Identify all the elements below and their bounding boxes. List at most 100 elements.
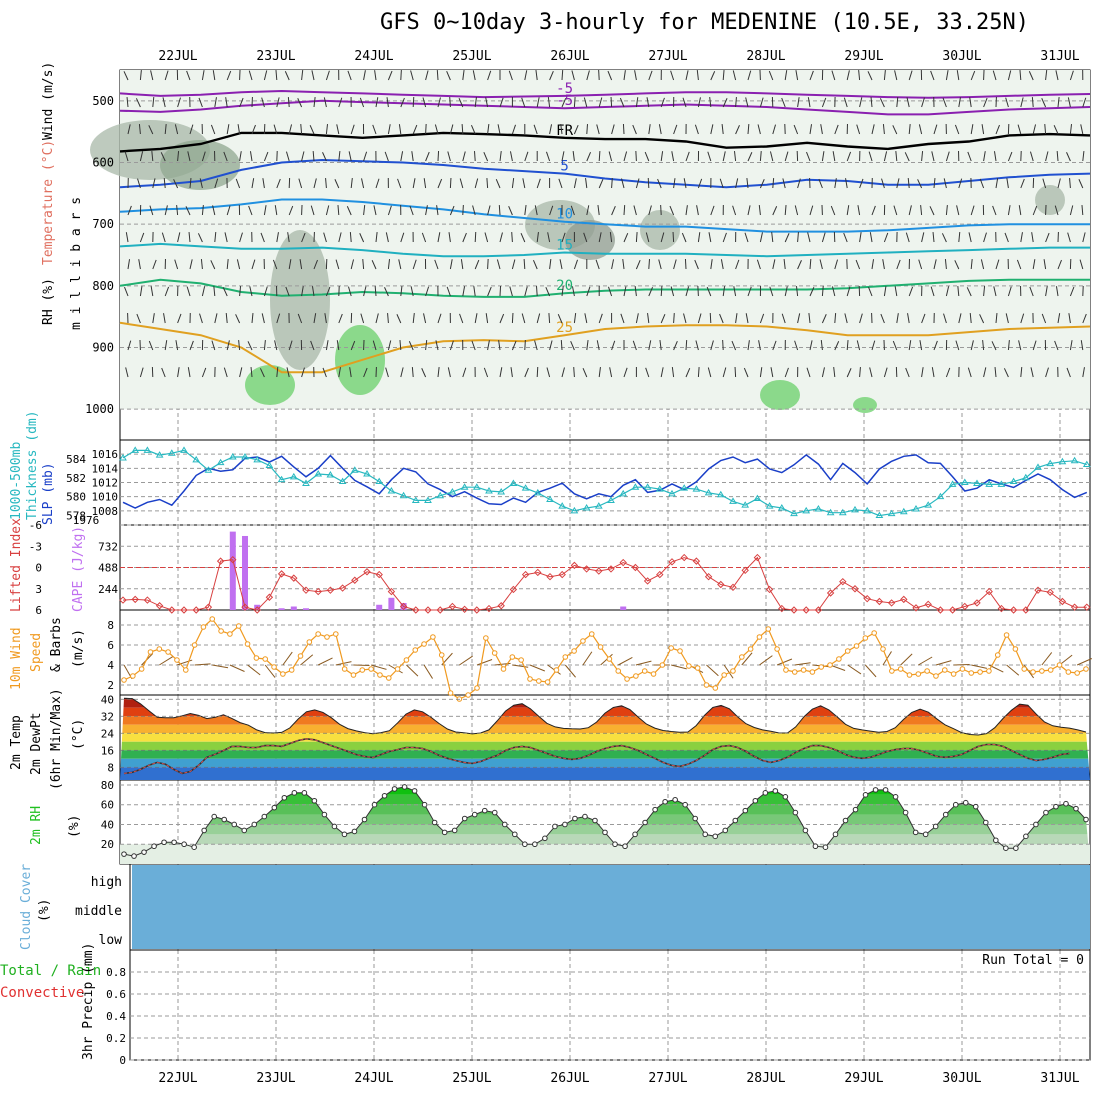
wind-barb <box>250 367 253 378</box>
wind-speed-point <box>1030 669 1036 675</box>
date-label-top: 28JUL <box>746 49 785 64</box>
wind-barb <box>1079 259 1084 270</box>
wind-barb <box>747 286 752 297</box>
wind-barb <box>508 205 513 216</box>
wind-barb <box>722 339 724 351</box>
wind-barb <box>175 340 179 351</box>
wind-barb <box>387 124 391 135</box>
wind-barb <box>844 313 848 324</box>
wind-barb <box>546 151 551 162</box>
wind-barb <box>363 205 366 216</box>
wind-barb <box>981 124 985 135</box>
rh-point <box>461 815 468 822</box>
wind-barb <box>772 178 775 189</box>
wind-barb <box>892 125 898 135</box>
wind-barb <box>398 124 402 135</box>
wind-barb <box>1032 205 1038 216</box>
temp-band <box>120 698 1090 700</box>
wind10m-barb <box>370 664 387 670</box>
wind-barb <box>301 286 304 297</box>
wind-barb <box>970 205 975 216</box>
wind-barb <box>958 178 963 189</box>
rh-point <box>201 827 207 834</box>
precip-tick-label: 0.2 <box>106 1032 126 1045</box>
cloud-level-label: high <box>91 875 122 890</box>
wind-barb <box>499 151 502 162</box>
wind-barb <box>660 367 664 378</box>
wind-barb <box>623 205 626 216</box>
rh-point <box>722 827 729 834</box>
li-point <box>326 586 335 594</box>
wind-barb <box>945 367 951 378</box>
wind-barb <box>681 232 687 243</box>
thickness-point <box>485 487 493 494</box>
wind-barb <box>301 232 306 243</box>
wind-barb <box>598 313 603 324</box>
pressure-tick-label: 700 <box>92 217 114 231</box>
wind-speed-point <box>324 634 330 640</box>
rh-point <box>552 823 558 830</box>
wind10m-barb <box>741 652 753 666</box>
cape-tick-label: 488 <box>98 562 118 575</box>
li-point <box>192 606 200 614</box>
wind-barb <box>263 340 266 351</box>
wind-barb <box>1020 232 1023 243</box>
wind-barb <box>818 178 823 189</box>
cape-bar <box>290 606 297 610</box>
wind-barb <box>412 124 418 135</box>
wind-barb <box>660 151 664 162</box>
wind-barb <box>1029 286 1034 297</box>
thickness-point <box>1046 459 1055 467</box>
rh-point <box>522 841 528 848</box>
wind-barb <box>683 313 687 324</box>
axis-label-wind: Wind (m/s) <box>41 62 56 140</box>
wind-barb <box>300 124 303 135</box>
wind-barb <box>683 178 687 189</box>
thickness-point <box>1034 463 1042 470</box>
li-point <box>497 602 505 610</box>
wind-barb <box>821 151 825 162</box>
thickness-point <box>777 504 786 511</box>
wind-barb <box>1005 313 1009 324</box>
wind-barb <box>521 313 526 324</box>
wind-barb <box>747 70 752 81</box>
run-total-label: Run Total = 0 <box>982 953 1084 968</box>
wind-barb <box>150 286 154 297</box>
wind-tick-label: 6 <box>107 639 114 652</box>
wind-barb <box>794 205 799 216</box>
thickness-point <box>692 485 701 492</box>
wind-barb <box>772 206 778 216</box>
wind-barb <box>747 340 750 351</box>
wind-barb <box>199 313 203 324</box>
wind-barb <box>397 178 402 189</box>
wind-barb <box>301 367 305 378</box>
rh-point <box>321 811 328 818</box>
rh-shade <box>565 220 615 260</box>
wind-barb <box>1041 98 1047 108</box>
wind-barb <box>1044 124 1047 135</box>
wind10m-barb <box>194 663 211 666</box>
wind-barb <box>856 340 861 351</box>
wind-barb <box>462 232 467 243</box>
wind-barb <box>809 340 813 351</box>
wind-barb <box>685 367 691 378</box>
thickness-point <box>253 455 262 463</box>
wind10m-barb <box>476 659 493 666</box>
wind-barb <box>571 286 575 297</box>
wind-barb <box>396 314 402 324</box>
wind-barb <box>856 124 861 135</box>
wind-barb <box>251 124 256 135</box>
wind-barb <box>807 232 811 243</box>
wind-barb <box>933 340 938 351</box>
wind-barb <box>499 232 503 243</box>
wind-barb <box>970 340 974 351</box>
wind-barb <box>646 97 650 108</box>
wind-barb <box>821 232 826 243</box>
wind-speed-point <box>597 644 604 650</box>
axis-label-10m-wind: 10m Wind <box>9 627 24 690</box>
wind-barb <box>484 232 489 243</box>
wind-barb <box>756 259 761 270</box>
wind-barb <box>263 205 267 216</box>
wind-barb <box>226 259 229 270</box>
wind-speed-point <box>588 631 595 637</box>
